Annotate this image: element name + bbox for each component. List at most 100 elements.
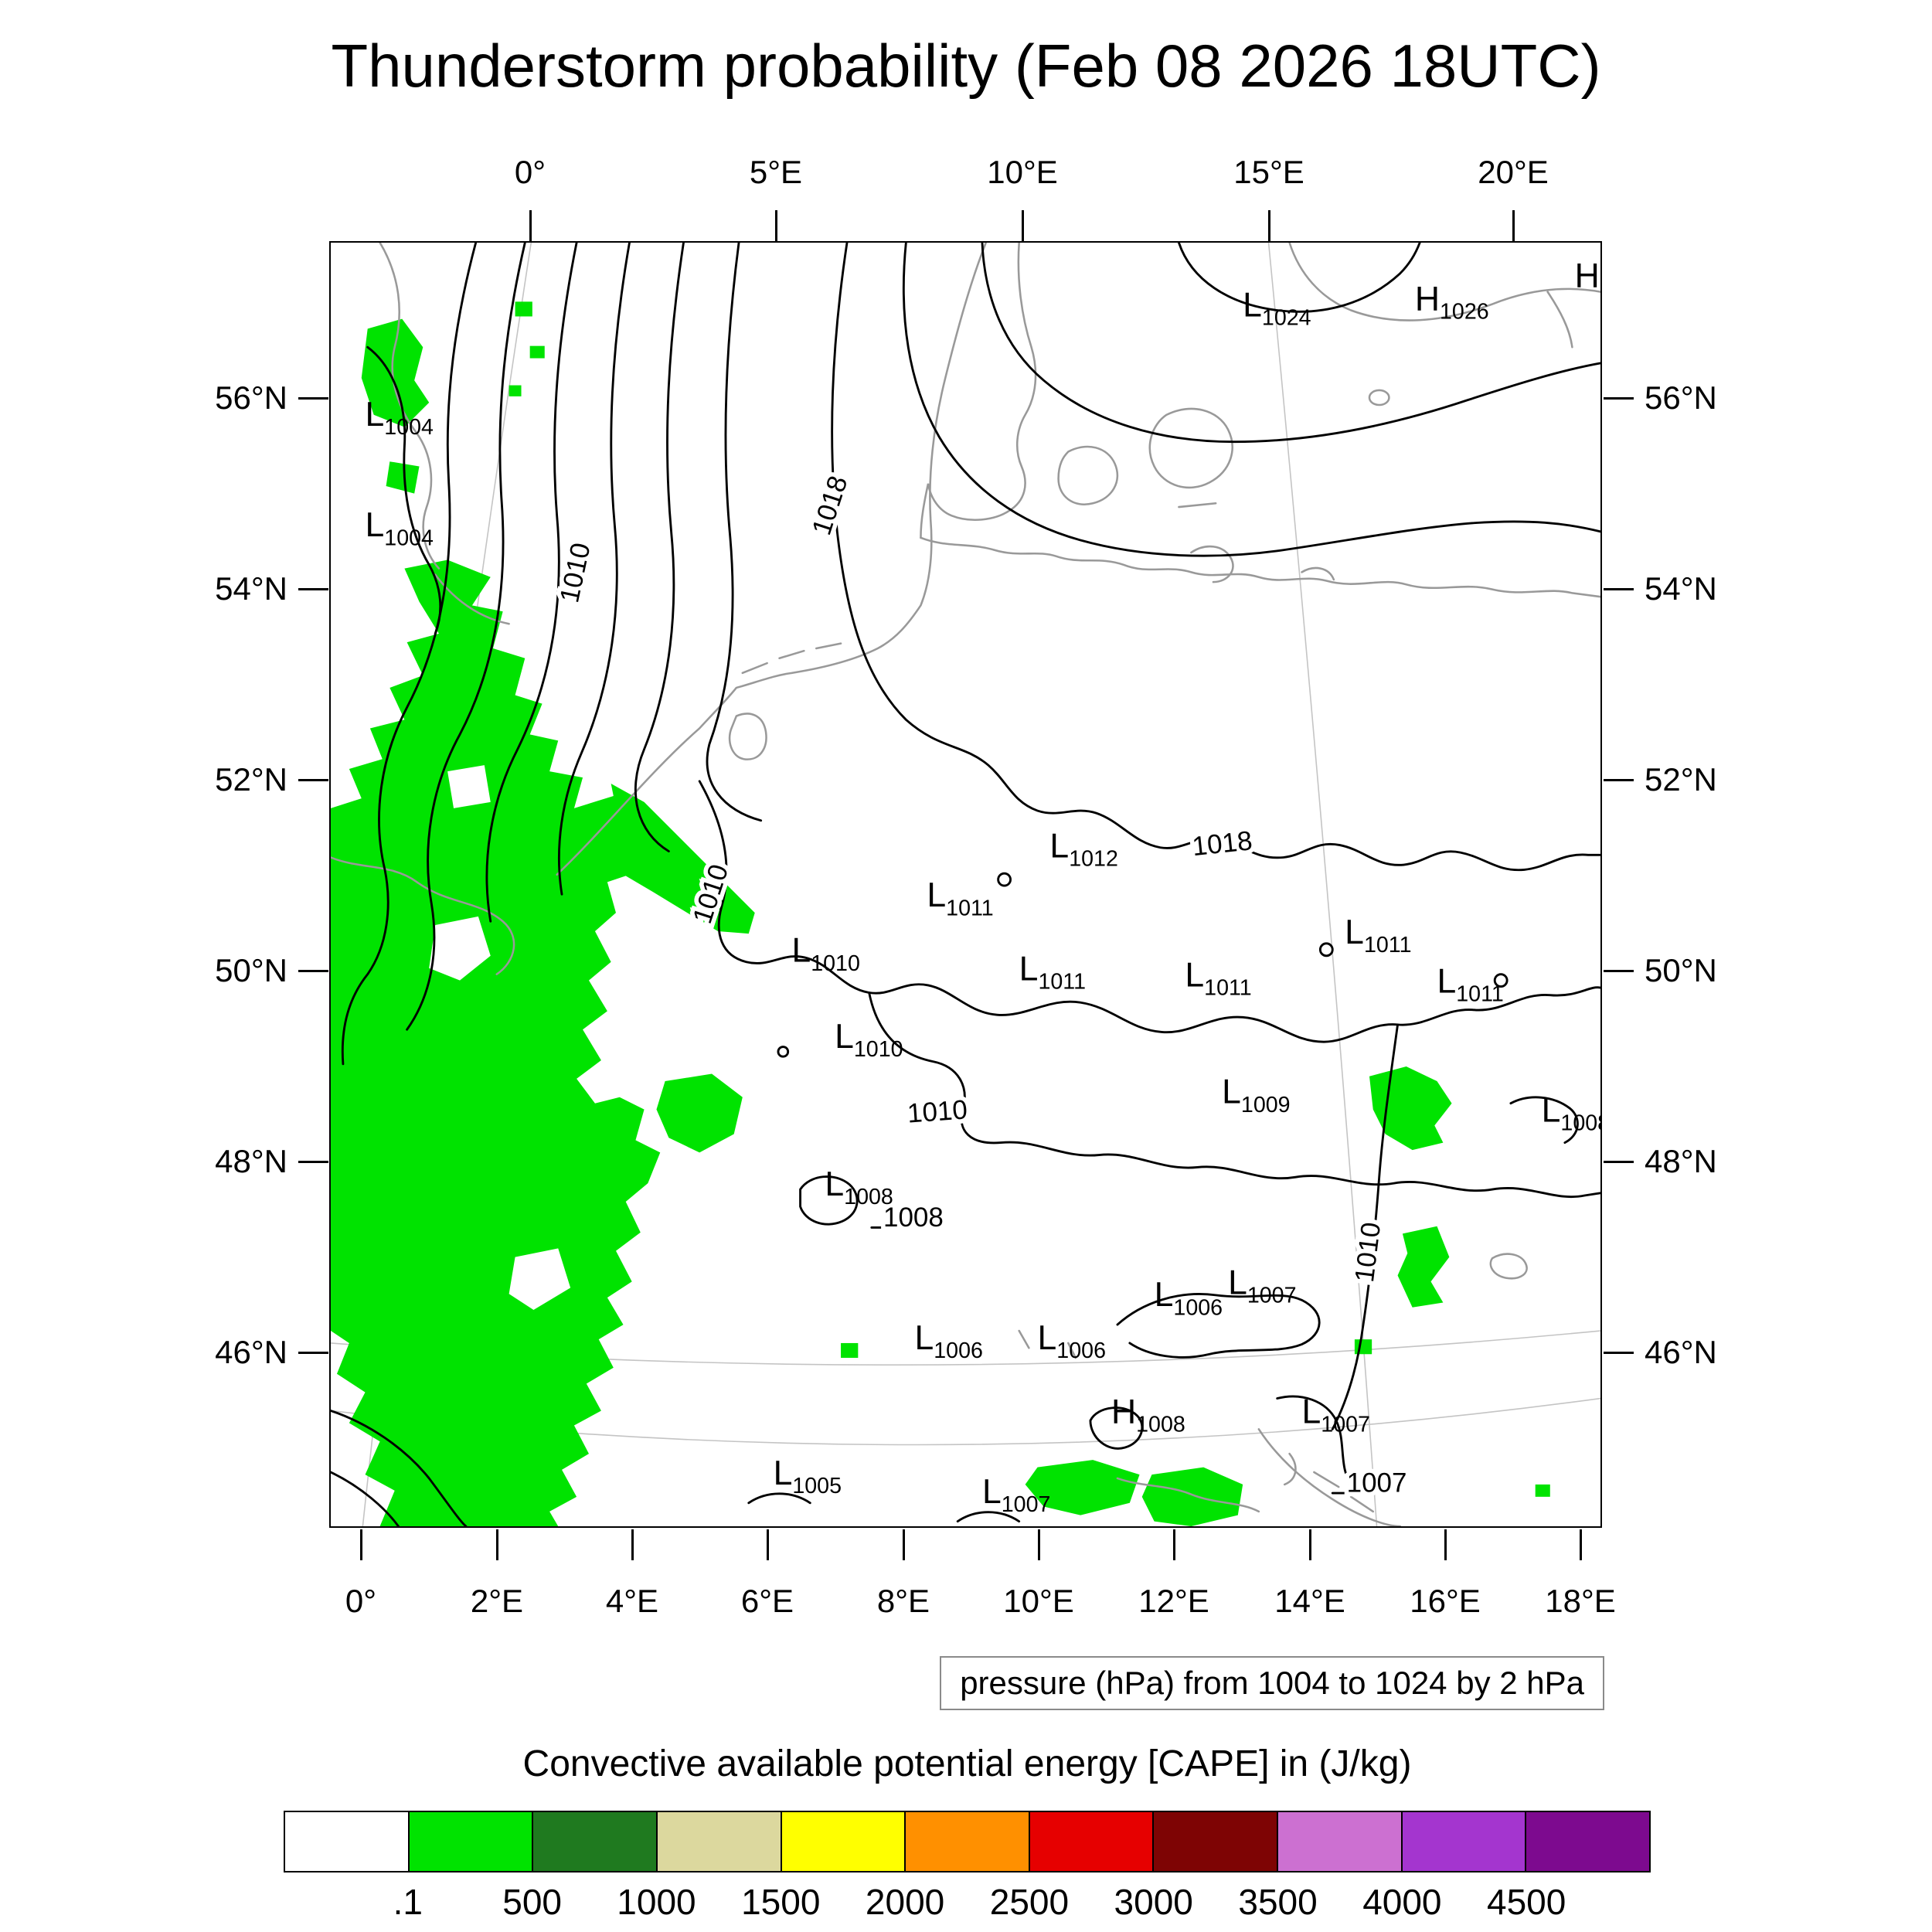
cape-region [841, 1342, 859, 1359]
pressure-center-label: L1024 [1243, 286, 1311, 330]
pressure-center-label: L1008 [825, 1165, 893, 1209]
axis-bottom-tick [631, 1529, 634, 1560]
cape-region [361, 318, 430, 427]
colorbar-tick-label: 4000 [1362, 1882, 1442, 1922]
pressure-center-label: L1012 [1049, 827, 1117, 871]
axis-top-tick [529, 210, 532, 241]
pressure-center-label: L1006 [1155, 1276, 1223, 1320]
coastline-layer [331, 243, 1600, 1526]
colorbar-labels: .1 500 1000 1500 2000 2500 3000 3500 4000 4500 [284, 1884, 1651, 1930]
axis-top-tick [774, 210, 777, 241]
colorbar-tick-label: 1000 [617, 1882, 696, 1922]
axis-bottom-tick-label: 8°E [876, 1583, 930, 1619]
cape-region [529, 345, 545, 359]
axis-right-tick [1604, 778, 1634, 781]
contour-inline-label: 1008 [883, 1202, 944, 1233]
axis-bottom-tick [1579, 1529, 1582, 1560]
colorbar-segment [1277, 1812, 1401, 1871]
axis-right-tick [1604, 587, 1634, 590]
cape-region [1354, 1339, 1372, 1355]
axis-bottom-tick-label: 2°E [470, 1583, 524, 1619]
colorbar-segment [1152, 1812, 1277, 1871]
axis-left-tick [298, 396, 328, 400]
pressure-center-label: L1011 [1345, 913, 1411, 957]
colorbar-tick-label: 500 [502, 1882, 562, 1922]
axis-bottom-tick [1037, 1529, 1040, 1560]
axis-left-tick-label: 48°N [215, 1143, 287, 1179]
axis-left-tick [298, 778, 328, 781]
axis-right-tick [1604, 969, 1634, 972]
pressure-center-label: H [1575, 257, 1600, 294]
colorbar [284, 1811, 1651, 1872]
axis-right-tick-label: 46°N [1645, 1334, 1717, 1370]
colorbar-tick-label: 2000 [865, 1882, 945, 1922]
pressure-center-label: L1010 [791, 932, 859, 976]
colorbar-segment [532, 1812, 656, 1871]
axis-bottom-tick-label: 0° [345, 1583, 377, 1619]
pressure-center-label: L1007 [1228, 1264, 1296, 1308]
pressure-center-label: L1006 [914, 1319, 982, 1363]
isobar-layer [331, 243, 1600, 1526]
cape-region [1535, 1484, 1550, 1497]
axis-top-tick-label: 20°E [1478, 154, 1549, 190]
colorbar-segment [780, 1812, 905, 1871]
colorbar-tick-label: 3500 [1238, 1882, 1318, 1922]
axis-bottom-tick [1308, 1529, 1311, 1560]
colorbar-segment [1028, 1812, 1153, 1871]
axis-right-tick-label: 48°N [1645, 1143, 1717, 1179]
axis-top-tick [1267, 210, 1270, 241]
contour-inline-label: 1018 [1191, 825, 1253, 862]
axis-bottom-tick [495, 1529, 498, 1560]
axis-bottom-tick-label: 12°E [1138, 1583, 1209, 1619]
pressure-center-label: L1011 [927, 876, 993, 920]
axis-bottom-tick [902, 1529, 905, 1560]
colorbar-title: Convective available potential energy [C… [522, 1743, 1412, 1784]
axis-left-tick [298, 969, 328, 972]
pressure-center-label: L1010 [835, 1018, 903, 1062]
pressure-centers-layer: L1004 L1004 L1024 H1026 H L1012 L1011 L1010 L101… [366, 257, 1600, 1517]
axis-left-tick [298, 587, 328, 590]
axis-right-tick-label: 50°N [1645, 952, 1717, 988]
cape-shading-layer [331, 301, 1550, 1526]
pressure-center-label: L1006 [1038, 1319, 1106, 1363]
cape-region [509, 385, 522, 396]
colorbar-segment [407, 1812, 532, 1871]
colorbar-segment [1400, 1812, 1526, 1871]
colorbar-segment [904, 1812, 1029, 1871]
cape-region [1397, 1226, 1450, 1308]
contour-inline-label: 1010 [906, 1094, 968, 1128]
cape-region [1369, 1066, 1452, 1151]
axis-bottom-tick-label: 10°E [1003, 1583, 1074, 1619]
axis-right-tick-label: 52°N [1645, 761, 1717, 798]
axis-bottom-tick [359, 1529, 362, 1560]
axis-top-tick-label: 15°E [1233, 154, 1304, 190]
axis-top-tick-label: 10°E [987, 154, 1058, 190]
axis-bottom-tick-label: 14°E [1274, 1583, 1345, 1619]
axis-right-tick [1604, 396, 1634, 400]
contour-inline-label: 1010 [554, 540, 596, 605]
colorbar-tick-label: 4500 [1487, 1882, 1566, 1922]
pressure-center-label: L1005 [774, 1454, 842, 1498]
colorbar-tick-label: 2500 [989, 1882, 1070, 1922]
pressure-center-label: L1007 [1302, 1393, 1370, 1437]
colorbar-tick-label: 3000 [1114, 1882, 1193, 1922]
axis-right-tick [1604, 1160, 1634, 1163]
cape-region [331, 560, 755, 1526]
pressure-center-label: L1011 [1437, 963, 1503, 1007]
cape-holes-layer [429, 765, 571, 1310]
cape-region [1141, 1467, 1243, 1526]
chart-title: Thunderstorm probability (Feb 08 2026 18… [331, 32, 1601, 100]
pressure-center-label: L1007 [982, 1473, 1050, 1517]
pressure-center-label: L1009 [1222, 1073, 1290, 1117]
axis-right-tick-label: 56°N [1645, 379, 1717, 416]
pressure-caption: pressure (hPa) from 1004 to 1024 by 2 hP… [940, 1656, 1604, 1711]
axis-top-tick-label: 0° [514, 154, 546, 190]
colorbar-tick-label: 1500 [741, 1882, 821, 1922]
axis-left-tick-label: 46°N [215, 1334, 287, 1370]
cape-region [656, 1073, 743, 1153]
axis-top-tick [1512, 210, 1515, 241]
axis-bottom-tick-label: 6°E [740, 1583, 794, 1619]
contour-inline-label: 1010 [1349, 1220, 1386, 1284]
